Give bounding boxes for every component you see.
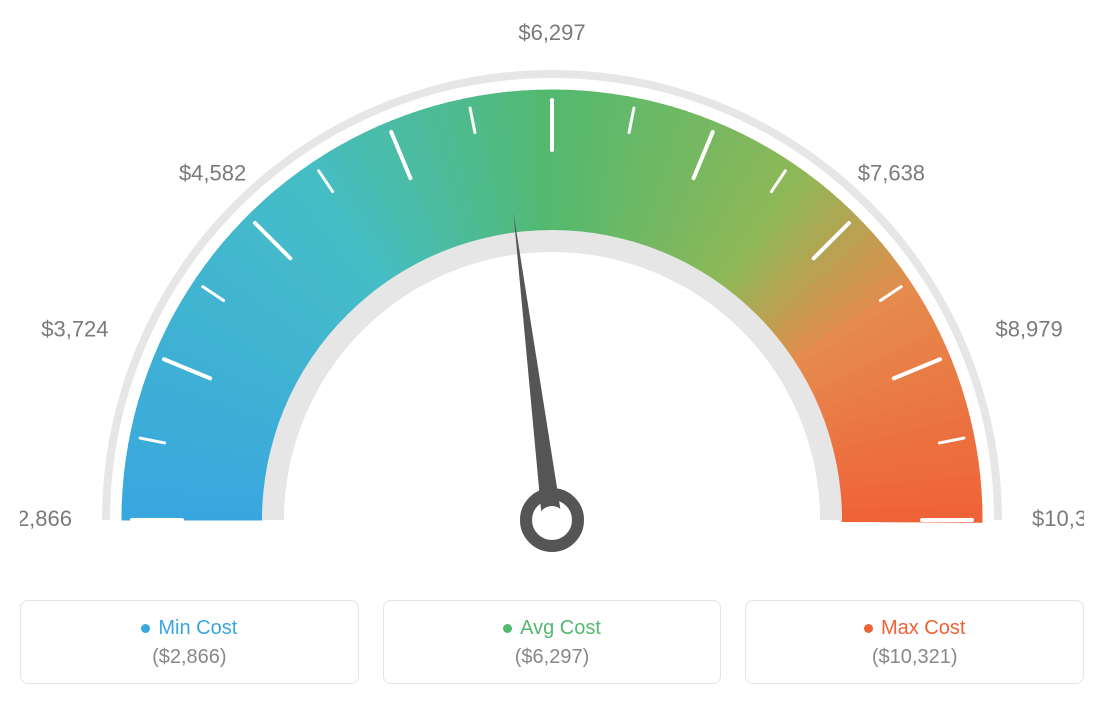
legend-card-avg: Avg Cost ($6,297) <box>383 600 722 684</box>
tick-label: $4,582 <box>179 161 246 186</box>
legend-value-avg: ($6,297) <box>394 646 711 669</box>
dot-icon <box>141 624 150 633</box>
dot-icon <box>864 624 873 633</box>
gauge-area: $2,866 $3,724 $4,582 $6,297 $7,638 $8,979 $10,… <box>20 20 1084 580</box>
legend-value-min: ($2,866) <box>31 646 348 669</box>
tick-label: $2,866 <box>20 506 72 531</box>
tick-label: $6,297 <box>518 20 585 45</box>
legend-title-avg: Avg Cost <box>394 617 711 640</box>
legend-row: Min Cost ($2,866) Avg Cost ($6,297) Max … <box>20 600 1084 684</box>
legend-title-max: Max Cost <box>756 617 1073 640</box>
tick-label: $7,638 <box>858 161 925 186</box>
legend-label-avg: Avg Cost <box>520 617 601 639</box>
legend-label-min: Min Cost <box>158 617 237 639</box>
cost-gauge-widget: $2,866 $3,724 $4,582 $6,297 $7,638 $8,979 $10,… <box>20 20 1084 684</box>
tick-label: $10,321 <box>1032 506 1084 531</box>
gauge-svg: $2,866 $3,724 $4,582 $6,297 $7,638 $8,979 $10,… <box>20 20 1084 580</box>
tick-label: $3,724 <box>41 316 108 341</box>
dot-icon <box>503 624 512 633</box>
legend-label-max: Max Cost <box>881 617 965 639</box>
legend-value-max: ($10,321) <box>756 646 1073 669</box>
tick-label: $8,979 <box>995 316 1062 341</box>
legend-card-min: Min Cost ($2,866) <box>20 600 359 684</box>
legend-card-max: Max Cost ($10,321) <box>745 600 1084 684</box>
legend-title-min: Min Cost <box>31 617 348 640</box>
